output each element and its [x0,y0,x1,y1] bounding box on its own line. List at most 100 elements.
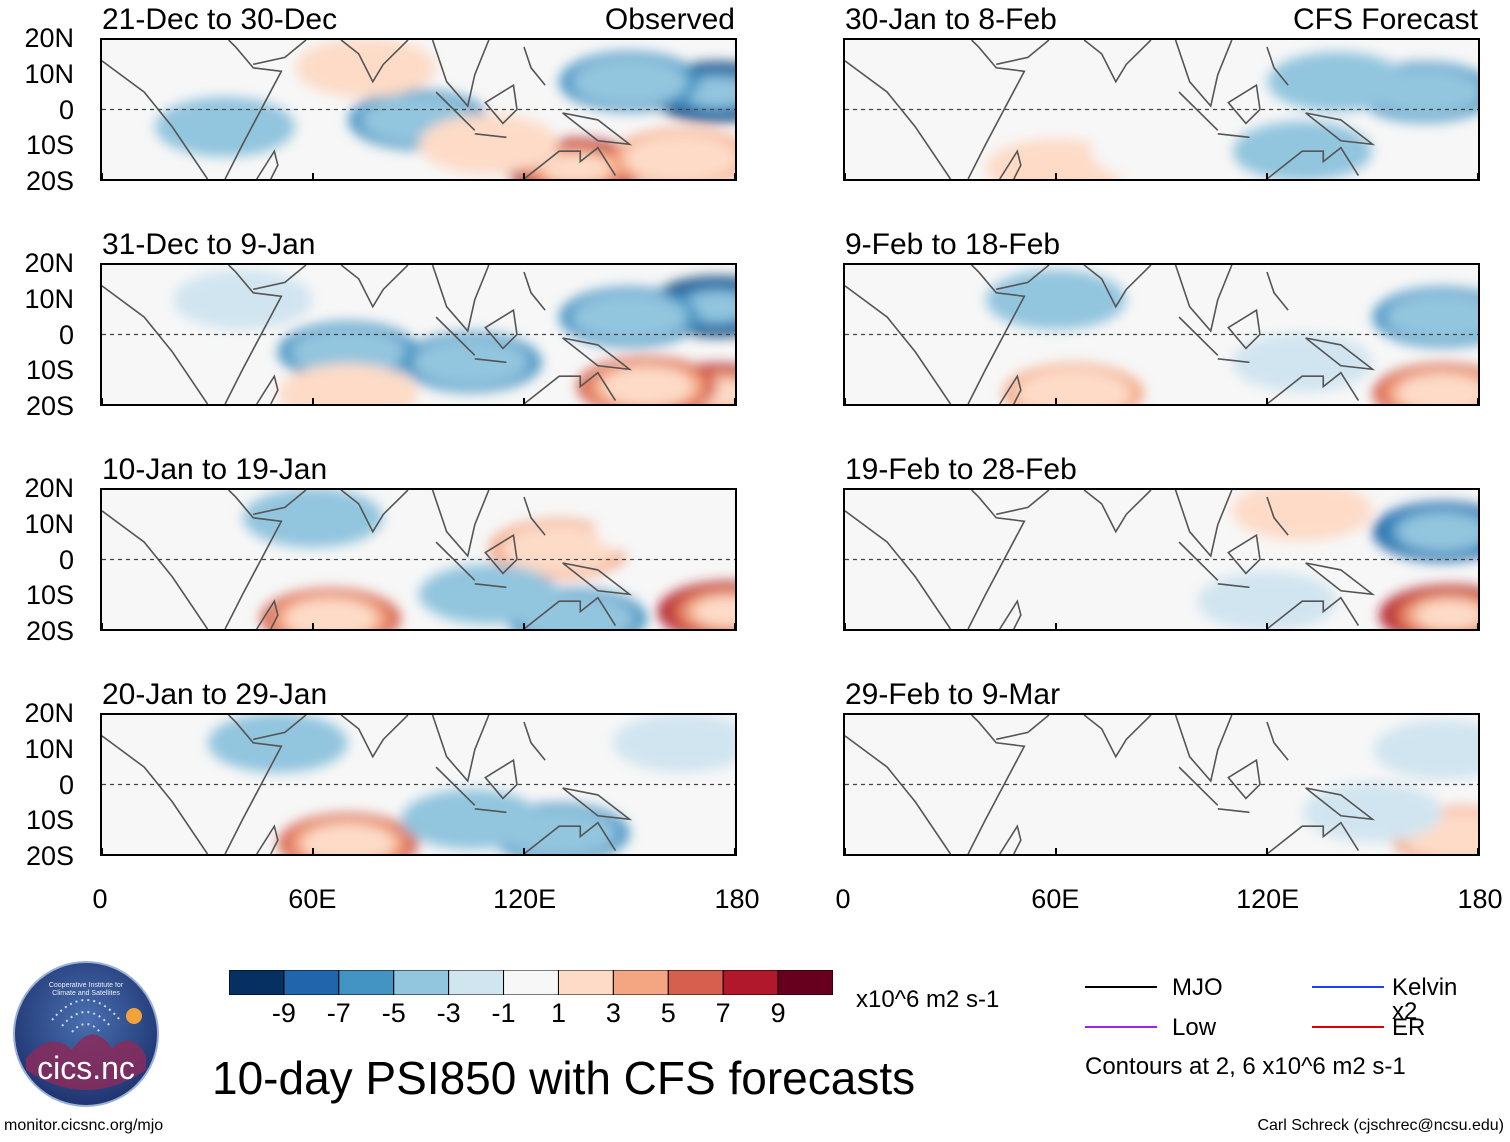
lon-tick-label: 0 [92,884,108,914]
anomaly-cell [1232,121,1373,179]
coast-se-asia [431,40,490,108]
coast-australia [1266,596,1360,629]
lon-tick-label: 120E [493,884,557,914]
coast-madagascar [999,149,1022,179]
coast-borneo [1227,83,1261,125]
colorbar-swatch [338,969,395,996]
lat-tick-label: 20S [25,616,74,646]
lat-tick-label: 20S [25,391,74,421]
anomaly-cell [302,823,395,854]
map-svg [845,40,1478,179]
anomaly-cell [155,96,296,157]
coast-philippines [1266,46,1289,86]
logo-text: cics.nc [37,1050,135,1086]
lat-tick-label: 20S [25,841,74,871]
anomaly-cell [207,715,348,773]
panel-title: 31-Dec to 9-Jan [102,228,316,261]
coast-madagascar [999,824,1022,854]
column-label: Observed [604,3,735,36]
anomaly-cell [401,789,542,850]
colorbar-swatch [283,969,340,996]
coast-australia [523,371,617,404]
map-svg [102,715,735,854]
colorbar-level-label: -1 [491,998,516,1028]
colorbar-swatch [557,969,614,996]
coast-arabia [996,715,1050,741]
anomaly-cell [172,269,313,330]
map-panel [843,713,1480,856]
lat-tick-label: 20N [24,248,74,278]
coast-philippines [1266,271,1289,311]
colorbar-level-label: 9 [770,998,786,1028]
coast-madagascar [999,599,1022,629]
anomaly-cell [284,598,377,629]
lat-tick-label: 10S [25,580,74,611]
coast-australia [523,821,617,854]
colorbar-swatch [448,969,505,996]
coast-borneo [1227,533,1261,575]
lat-tick-label: 20N [24,23,74,53]
anomaly-cell [601,366,694,404]
coast-borneo [484,533,518,575]
anomaly-cell [413,337,530,388]
colorbar-level-label: -9 [271,998,296,1028]
lat-tick-label: 0 [58,319,74,350]
coast-madagascar [999,374,1022,404]
anomaly-cell [1302,782,1443,843]
colorbar-level-label: -7 [326,998,351,1028]
legend-swatch-mjo [1085,986,1157,988]
colorbar-swatch [393,969,450,996]
lon-tick-label: 120E [1236,884,1300,914]
coast-new-guinea [1305,562,1376,596]
legend-swatch-low [1085,1026,1157,1028]
map-panel [100,38,737,181]
footer-credit: Carl Schreck (cjschrec@ncsu.edu) [1257,1117,1504,1134]
panel-title: 9-Feb to 18-Feb [845,228,1061,261]
lat-tick-label: 20N [24,473,74,503]
coast-sumatra-java [1178,766,1250,814]
coast-arabia [996,265,1050,291]
coast-sumatra-java [435,316,507,364]
coast-borneo [484,308,518,350]
coast-sumatra-java [435,541,507,589]
lat-tick-label: 0 [58,544,74,575]
colorbar-level-label: 5 [660,998,676,1028]
colorbar-swatch [777,969,834,996]
legend-label-kelvin: Kelvin x2 [1392,974,1458,1025]
coastlines [845,265,1376,404]
coast-se-asia [1174,265,1233,333]
map-panel [843,263,1480,406]
lon-tick-label: 0 [835,884,851,914]
lat-tick-label: 0 [58,94,74,125]
panel-title: 30-Jan to 8-Feb [845,3,1057,36]
colorbar-level-label: 1 [550,998,566,1028]
map-panel [100,713,737,856]
anomaly-cell [1232,490,1373,541]
anomaly-cell [612,715,735,773]
coast-madagascar [256,374,279,404]
coast-sumatra-java [435,766,507,814]
coast-australia [1266,371,1360,404]
lat-tick-label: 0 [58,769,74,800]
coast-arabia [253,715,307,741]
coast-new-guinea [562,337,633,371]
coast-arabia [996,490,1050,516]
chart-title: 10-day PSI850 with CFS forecasts [212,1052,916,1104]
map-panel [100,488,737,631]
coast-sumatra-java [1178,541,1250,589]
anomaly-cell [418,114,559,175]
footer-url[interactable]: monitor.cicsnc.org/mjo [4,1117,164,1134]
coast-india [1083,40,1152,84]
colorbar-swatch [228,969,285,996]
anomaly-cell [571,292,688,343]
anomaly-cell [624,133,735,179]
anomaly-cell [501,524,618,575]
map-svg [845,265,1478,404]
colorbar-swatch [503,969,559,996]
coast-arabia [253,265,307,291]
colorbar-level-label: -5 [381,998,406,1028]
coast-philippines [523,496,546,536]
anomaly-cell [290,326,407,377]
map-panel [100,263,737,406]
legend-swatch-er [1312,1026,1384,1028]
